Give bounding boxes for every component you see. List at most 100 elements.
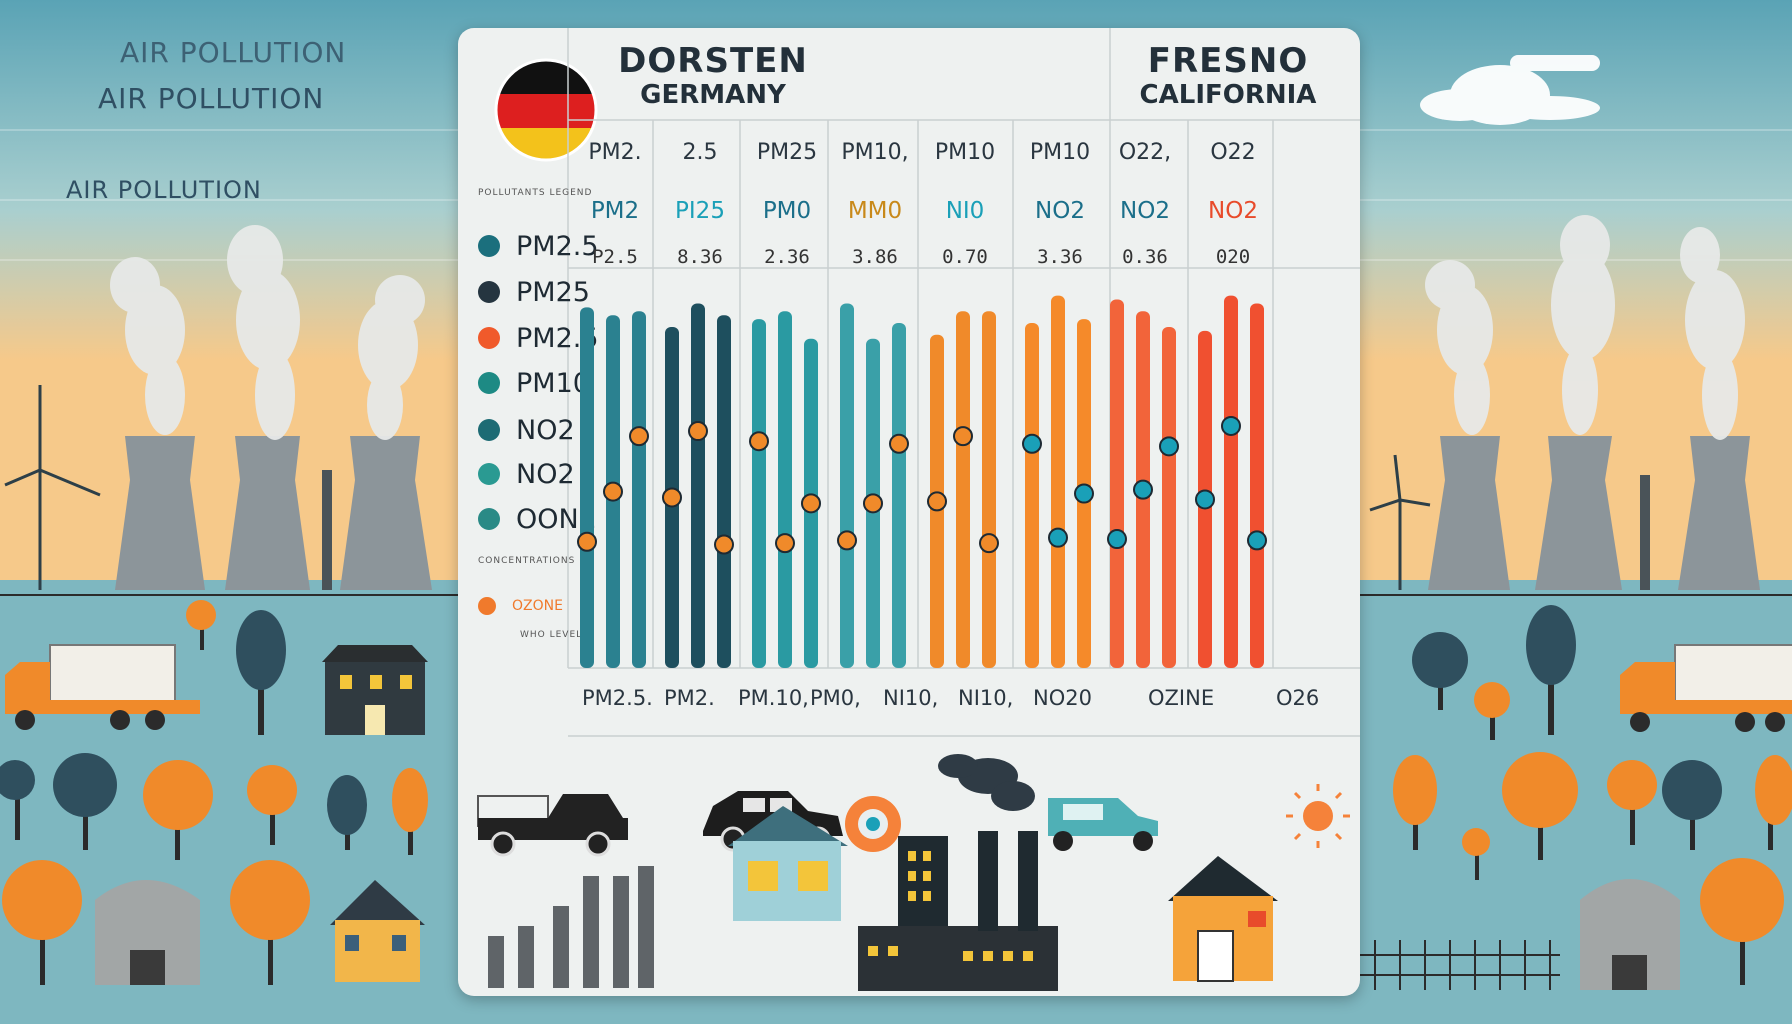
smoke-left	[110, 225, 425, 440]
column-sublabel: PM0	[762, 198, 812, 224]
bar-marker	[1221, 415, 1241, 436]
smokestacks-icon	[488, 866, 654, 988]
gauge-icon	[845, 796, 901, 852]
legend-label: PM2.5	[516, 230, 599, 262]
legend-dot	[478, 372, 500, 394]
column-sublabel: PM2	[590, 198, 640, 224]
bar	[840, 303, 854, 668]
column-header: PM10	[934, 140, 996, 165]
illustrations	[477, 754, 1350, 991]
bar-marker	[801, 493, 821, 514]
bar-marker	[953, 426, 973, 447]
legend-label: NO2	[516, 458, 575, 490]
bar-marker	[927, 491, 947, 512]
house-icon	[330, 880, 425, 982]
bar	[1051, 295, 1065, 668]
bar-marker	[1107, 529, 1127, 550]
bar-marker	[603, 481, 623, 502]
bar-marker	[863, 493, 883, 514]
column-value: 020	[1215, 246, 1251, 268]
bar	[752, 319, 766, 668]
bar-marker	[629, 426, 649, 447]
legend-item: PM10	[478, 365, 590, 401]
bottom-label: PM2.	[664, 686, 715, 710]
bar-marker	[1133, 479, 1153, 500]
house-icon	[728, 806, 848, 921]
bar	[1162, 326, 1176, 668]
bottom-label: NI10,	[958, 686, 1014, 710]
legend-tiny-mid: CONCENTRATIONS	[478, 556, 576, 566]
column-sublabel: NO2	[1120, 198, 1170, 224]
column-value: 8.36	[677, 246, 723, 268]
city-header-dorsten: DORSTEN GERMANY	[598, 44, 828, 108]
bar-marker	[1074, 483, 1094, 504]
grid-lines	[567, 28, 1360, 737]
cloud-icon	[1420, 55, 1600, 125]
wind-turbine-icon	[4, 385, 1431, 590]
chart-panel: DORSTEN GERMANY FRESNO CALIFORNIA POLLUT…	[458, 28, 1360, 996]
column-value: 0.36	[1122, 246, 1168, 268]
bar	[691, 303, 705, 668]
column-sublabel: NI0	[945, 198, 985, 224]
truck-icon	[1620, 644, 1792, 732]
tree-icons	[0, 600, 1792, 985]
bar-marker	[837, 530, 857, 551]
bottom-label: OZINE	[1148, 686, 1215, 710]
legend-dot	[478, 419, 500, 441]
bar-chart	[577, 295, 1267, 668]
bar	[892, 323, 906, 668]
bottom-label: PM0,	[810, 686, 861, 710]
legend-label: PM25	[516, 276, 590, 308]
bar-marker	[775, 533, 795, 554]
legend-dot	[478, 327, 500, 349]
smoke-right	[1425, 215, 1745, 440]
bar-marker	[889, 433, 909, 454]
column-header: PM25	[756, 140, 818, 165]
bar-marker	[662, 487, 682, 508]
bar	[1250, 303, 1264, 668]
legend-tiny-top: POLLUTANTS LEGEND	[478, 188, 593, 198]
bar	[632, 311, 646, 668]
legend-dot	[478, 508, 500, 530]
legend-item: PM2.5	[478, 228, 599, 264]
bar	[580, 307, 594, 668]
column-header: PM10,	[841, 140, 909, 165]
column-value: 3.36	[1037, 246, 1083, 268]
bar-marker	[1159, 436, 1179, 457]
house-icon	[322, 645, 428, 735]
bottom-label: NO20	[1033, 686, 1092, 710]
bar-marker	[1195, 489, 1215, 510]
sun-icon	[1286, 784, 1350, 848]
bar-marker	[577, 531, 597, 552]
legend-dot	[478, 281, 500, 303]
germany-flag-icon	[494, 58, 598, 162]
cooling-towers-left	[115, 436, 432, 590]
van-icon	[1048, 798, 1158, 851]
bar-marker	[979, 533, 999, 554]
bar	[956, 311, 970, 668]
legend-tiny-bottom: WHO LEVELS	[520, 630, 589, 640]
column-value: 2.36	[764, 246, 810, 268]
column-header: O22,	[1118, 140, 1172, 165]
city-country: CALIFORNIA	[1139, 80, 1317, 110]
bar-marker	[1022, 433, 1042, 454]
bar	[717, 315, 731, 668]
column-sublabel: NO2	[1208, 198, 1258, 224]
cooling-towers-right	[1428, 436, 1760, 590]
bar-marker	[714, 534, 734, 555]
column-header: 2.5	[682, 140, 718, 165]
bg-title-2: AIR POLLUTION	[98, 82, 325, 115]
bar	[778, 311, 792, 668]
bar	[982, 311, 996, 668]
barn-icon	[95, 880, 200, 985]
legend-label: PM10	[516, 367, 590, 399]
bg-title-3: AIR POLLUTION	[66, 176, 262, 204]
column-value: 0.70	[942, 246, 988, 268]
bar-marker	[688, 421, 708, 442]
column-value: P2.5	[592, 246, 638, 268]
legend-item: NO2	[478, 412, 575, 448]
truck-icon	[5, 644, 200, 730]
bg-title-1: AIR POLLUTION	[120, 36, 347, 69]
legend-item: NO2	[478, 456, 575, 492]
city-name: DORSTEN	[618, 41, 808, 81]
